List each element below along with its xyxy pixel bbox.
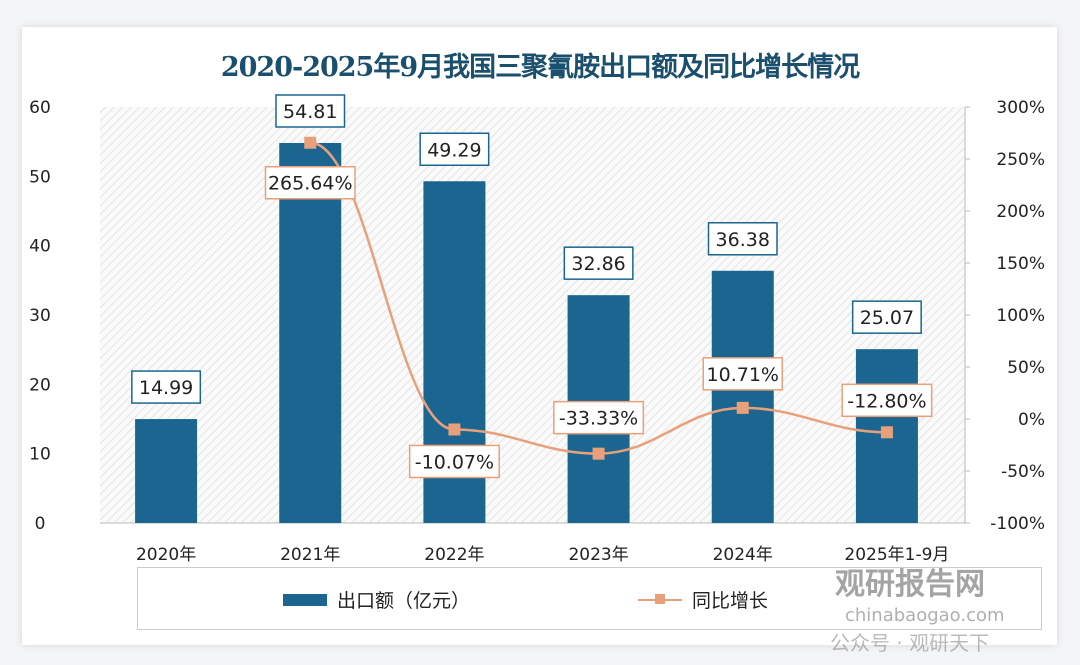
- bar-data-label: 14.99: [139, 377, 193, 399]
- growth-data-label: -12.80%: [847, 390, 926, 412]
- x-tick-label: 2021年: [280, 545, 340, 565]
- bar-data-label: 36.38: [716, 229, 770, 251]
- x-tick-label: 2023年: [568, 545, 628, 565]
- plot-area: [100, 107, 965, 523]
- growth-data-label-box: [408, 444, 500, 479]
- legend-item-growth: 同比增长: [638, 586, 768, 613]
- y-left-tick-label: 40: [29, 237, 51, 257]
- x-tick-label: 2020年: [136, 545, 196, 565]
- bar-data-label-box: [563, 246, 634, 280]
- watermark-account: 公众号 · 观研天下: [830, 631, 990, 655]
- growth-line: [310, 141, 887, 455]
- y-left-tick-label: 50: [29, 167, 51, 187]
- y-right-tick-label: 100%: [996, 306, 1045, 326]
- growth-data-label: 10.71%: [707, 364, 779, 386]
- legend-label: 同比增长: [692, 590, 769, 612]
- bar-data-label: 49.29: [427, 139, 481, 161]
- y-right-tick-label: 150%: [996, 254, 1045, 274]
- bar-data-label-box: [851, 300, 922, 334]
- legend-bar-swatch: [283, 593, 327, 606]
- growth-data-label-box: [841, 383, 933, 418]
- y-left-tick-label: 60: [29, 98, 51, 118]
- bar: [711, 270, 774, 523]
- growth-marker: [736, 401, 749, 414]
- growth-data-label: -10.07%: [415, 451, 494, 473]
- watermark-site: chinabaogao.com: [845, 605, 1005, 626]
- y-right-tick-label: 300%: [996, 98, 1045, 118]
- growth-data-label-box: [553, 400, 645, 435]
- y-left-tick-label: 10: [29, 445, 51, 465]
- bar: [135, 419, 198, 523]
- bar-data-label-box: [707, 222, 778, 256]
- x-tick-label: 2022年: [424, 545, 484, 565]
- growth-data-label: 265.64%: [268, 173, 353, 195]
- x-tick-label: 2024年: [713, 545, 773, 565]
- growth-marker: [448, 423, 461, 436]
- y-right-tick-label: 0%: [1018, 410, 1045, 430]
- x-tick-label: 2025年1-9月: [844, 545, 949, 565]
- y-left-tick-label: 0: [35, 514, 46, 534]
- watermark-logo: 观研报告网: [835, 567, 985, 602]
- y-left-tick-label: 20: [29, 375, 51, 395]
- growth-marker: [880, 426, 893, 439]
- bar-data-label: 32.86: [571, 253, 625, 275]
- growth-marker: [592, 447, 605, 460]
- growth-data-label: -33.33%: [559, 408, 638, 430]
- bar-data-label-box: [275, 94, 346, 128]
- growth-data-label-box: [264, 165, 356, 200]
- legend: 出口额（亿元） 同比增长: [137, 567, 1042, 630]
- growth-marker: [304, 136, 317, 149]
- y-right-tick-label: 250%: [996, 150, 1045, 170]
- bar: [279, 142, 342, 523]
- y-right-tick-label: -100%: [990, 514, 1045, 534]
- y-right-tick-label: 50%: [1007, 358, 1045, 378]
- legend-label: 出口额（亿元）: [337, 590, 471, 612]
- bar-data-label-box: [131, 370, 202, 404]
- y-right-tick-label: -50%: [1001, 462, 1045, 482]
- bar-data-label-box: [419, 132, 490, 167]
- chart-title: 2020-2025年9月我国三聚氰胺出口额及同比增长情况: [220, 52, 860, 83]
- bar-data-label: 54.81: [283, 101, 337, 123]
- bar-data-label: 25.07: [860, 307, 914, 329]
- legend-item-export: 出口额（亿元）: [283, 586, 470, 613]
- y-right-tick-label: 200%: [996, 202, 1045, 222]
- y-left-tick-label: 30: [29, 306, 51, 326]
- growth-data-label-box: [702, 357, 783, 391]
- legend-line-swatch: [638, 593, 682, 604]
